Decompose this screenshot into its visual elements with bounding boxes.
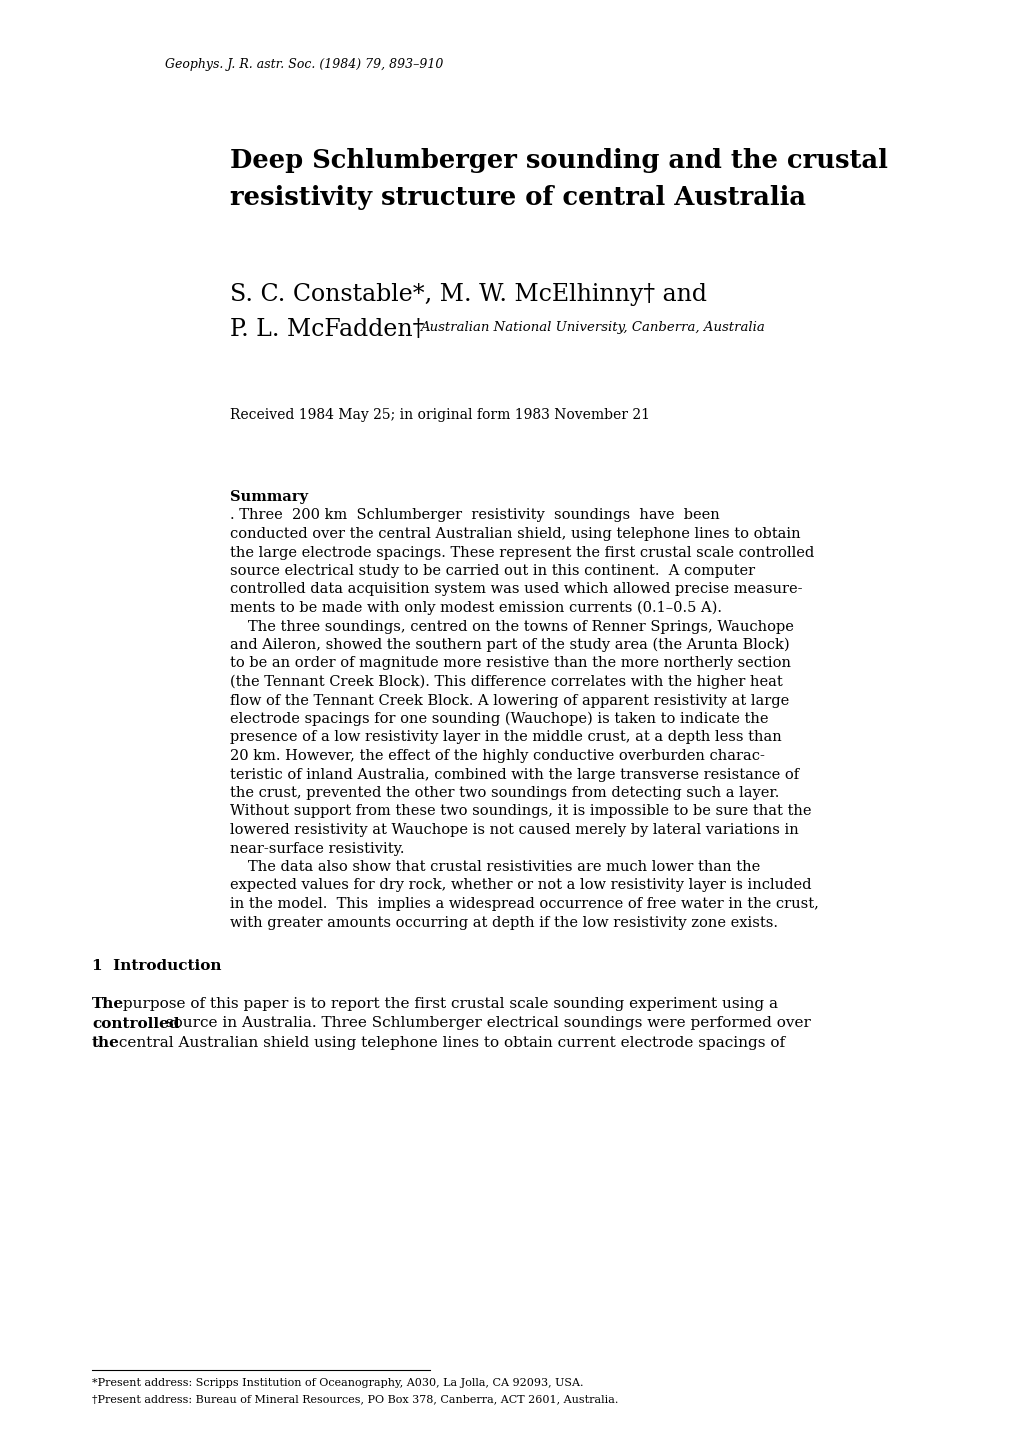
Text: with greater amounts occurring at depth if the low resistivity zone exists.: with greater amounts occurring at depth … xyxy=(229,916,777,930)
Text: †Present address: Bureau of Mineral Resources, PO Box 378, Canberra, ACT 2601, A: †Present address: Bureau of Mineral Reso… xyxy=(92,1393,618,1403)
Text: lowered resistivity at Wauchope is not caused merely by lateral variations in: lowered resistivity at Wauchope is not c… xyxy=(229,824,798,837)
Text: Received 1984 May 25; in original form 1983 November 21: Received 1984 May 25; in original form 1… xyxy=(229,408,649,422)
Text: to be an order of magnitude more resistive than the more northerly section: to be an order of magnitude more resisti… xyxy=(229,656,790,670)
Text: the crust, prevented the other two soundings from detecting such a layer.: the crust, prevented the other two sound… xyxy=(229,786,779,799)
Text: near-surface resistivity.: near-surface resistivity. xyxy=(229,841,405,855)
Text: The three soundings, centred on the towns of Renner Springs, Wauchope: The three soundings, centred on the town… xyxy=(248,620,793,633)
Text: S. C. Constable*, M. W. McElhinny† and: S. C. Constable*, M. W. McElhinny† and xyxy=(229,283,706,306)
Text: Summary: Summary xyxy=(229,489,308,504)
Text: teristic of inland Australia, combined with the large transverse resistance of: teristic of inland Australia, combined w… xyxy=(229,768,798,782)
Text: resistivity structure of central Australia: resistivity structure of central Austral… xyxy=(229,185,805,210)
Text: source electrical study to be carried out in this continent.  A computer: source electrical study to be carried ou… xyxy=(229,564,754,578)
Text: Without support from these two soundings, it is impossible to be sure that the: Without support from these two soundings… xyxy=(229,805,811,818)
Text: P. L. McFadden†: P. L. McFadden† xyxy=(229,319,424,342)
Text: Australian National University, Canberra, Australia: Australian National University, Canberra… xyxy=(420,321,764,334)
Text: The: The xyxy=(92,997,124,1012)
Text: presence of a low resistivity layer in the middle crust, at a depth less than: presence of a low resistivity layer in t… xyxy=(229,730,781,745)
Text: the: the xyxy=(92,1036,120,1050)
Text: The data also show that crustal resistivities are much lower than the: The data also show that crustal resistiv… xyxy=(248,860,759,874)
Text: expected values for dry rock, whether or not a low resistivity layer is included: expected values for dry rock, whether or… xyxy=(229,878,811,893)
Text: controlled data acquisition system was used which allowed precise measure-: controlled data acquisition system was u… xyxy=(229,583,802,597)
Text: in the model.  This  implies a widespread occurrence of free water in the crust,: in the model. This implies a widespread … xyxy=(229,897,818,911)
Text: central Australian shield using telephone lines to obtain current electrode spac: central Australian shield using telephon… xyxy=(114,1036,785,1050)
Text: *Present address: Scripps Institution of Oceanography, A030, La Jolla, CA 92093,: *Present address: Scripps Institution of… xyxy=(92,1378,583,1388)
Text: and Aileron, showed the southern part of the study area (the Arunta Block): and Aileron, showed the southern part of… xyxy=(229,639,789,653)
Text: flow of the Tennant Creek Block. A lowering of apparent resistivity at large: flow of the Tennant Creek Block. A lower… xyxy=(229,693,789,707)
Text: electrode spacings for one sounding (Wauchope) is taken to indicate the: electrode spacings for one sounding (Wau… xyxy=(229,712,767,726)
Text: the large electrode spacings. These represent the first crustal scale controlled: the large electrode spacings. These repr… xyxy=(229,545,813,560)
Text: 1  Introduction: 1 Introduction xyxy=(92,959,221,973)
Text: conducted over the central Australian shield, using telephone lines to obtain: conducted over the central Australian sh… xyxy=(229,527,800,541)
Text: purpose of this paper is to report the first crustal scale sounding experiment u: purpose of this paper is to report the f… xyxy=(118,997,777,1012)
Text: 20 km. However, the effect of the highly conductive overburden charac-: 20 km. However, the effect of the highly… xyxy=(229,749,764,763)
Text: Deep Schlumberger sounding and the crustal: Deep Schlumberger sounding and the crust… xyxy=(229,148,887,174)
Text: source in Australia. Three Schlumberger electrical soundings were performed over: source in Australia. Three Schlumberger … xyxy=(161,1016,810,1030)
Text: controlled: controlled xyxy=(92,1016,179,1030)
Text: ments to be made with only modest emission currents (0.1–0.5 A).: ments to be made with only modest emissi… xyxy=(229,601,721,616)
Text: Geophys. J. R. astr. Soc. (1984) 79, 893–910: Geophys. J. R. astr. Soc. (1984) 79, 893… xyxy=(165,57,443,70)
Text: . Three  200 km  Schlumberger  resistivity  soundings  have  been: . Three 200 km Schlumberger resistivity … xyxy=(229,508,719,522)
Text: (the Tennant Creek Block). This difference correlates with the higher heat: (the Tennant Creek Block). This differen… xyxy=(229,674,782,689)
